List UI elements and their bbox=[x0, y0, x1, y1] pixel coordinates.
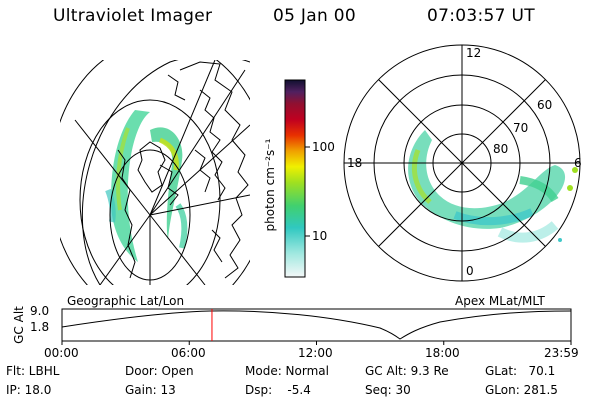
mlt-label-6: 6 bbox=[574, 156, 582, 170]
time-label: 07:03:57 UT bbox=[427, 6, 535, 26]
status-ip: IP: 18.0 bbox=[6, 383, 52, 397]
lat-label-70: 70 bbox=[513, 121, 529, 135]
altitude-xtick-1800: 18:00 bbox=[425, 346, 460, 360]
altitude-ytick-high: 9.0 bbox=[30, 304, 50, 318]
mlt-label-12: 12 bbox=[466, 46, 482, 60]
altitude-ytick-low: 1.8 bbox=[30, 320, 50, 334]
status-filter: Flt: LBHL bbox=[6, 364, 60, 378]
status-dsp: Dsp: -5.4 bbox=[245, 383, 311, 397]
left-panel-caption: Geographic Lat/Lon bbox=[67, 294, 185, 308]
instrument-title: Ultraviolet Imager bbox=[53, 6, 213, 26]
status-glon: GLon: 281.5 bbox=[485, 383, 558, 397]
right-panel-caption: Apex MLat/MLT bbox=[455, 294, 545, 308]
altitude-xtick-0000: 00:00 bbox=[44, 346, 79, 360]
colorbar-unit-label: photon cm⁻²s⁻¹ bbox=[263, 138, 277, 232]
altitude-plot bbox=[61, 308, 572, 345]
polar-plot bbox=[343, 44, 581, 282]
altitude-xtick-0600: 06:00 bbox=[171, 346, 206, 360]
status-gc-alt: GC Alt: 9.3 Re bbox=[365, 364, 449, 378]
colorbar bbox=[284, 79, 310, 278]
lat-label-60: 60 bbox=[537, 98, 553, 112]
date-label: 05 Jan 00 bbox=[273, 6, 356, 26]
earth-limb bbox=[81, 60, 250, 285]
status-door: Door: Open bbox=[125, 364, 194, 378]
altitude-ylabel: GC Alt bbox=[12, 306, 26, 344]
aurora-emission-left bbox=[105, 110, 188, 262]
status-gain: Gain: 13 bbox=[125, 383, 176, 397]
mlt-label-0: 0 bbox=[466, 264, 474, 278]
colorbar-tick-100: 100 bbox=[312, 140, 335, 154]
altitude-xtick-1200: 12:00 bbox=[298, 346, 333, 360]
status-seq: Seq: 30 bbox=[365, 383, 411, 397]
status-glat: GLat: 70.1 bbox=[485, 364, 556, 378]
mlt-label-18: 18 bbox=[347, 156, 363, 170]
altitude-xtick-2359: 23:59 bbox=[544, 346, 579, 360]
aurora-emission-right bbox=[408, 130, 578, 243]
coastlines bbox=[117, 61, 249, 279]
status-mode: Mode: Normal bbox=[245, 364, 329, 378]
lat-label-80: 80 bbox=[493, 142, 509, 156]
geographic-map bbox=[60, 60, 250, 285]
colorbar-tick-10: 10 bbox=[312, 229, 328, 243]
